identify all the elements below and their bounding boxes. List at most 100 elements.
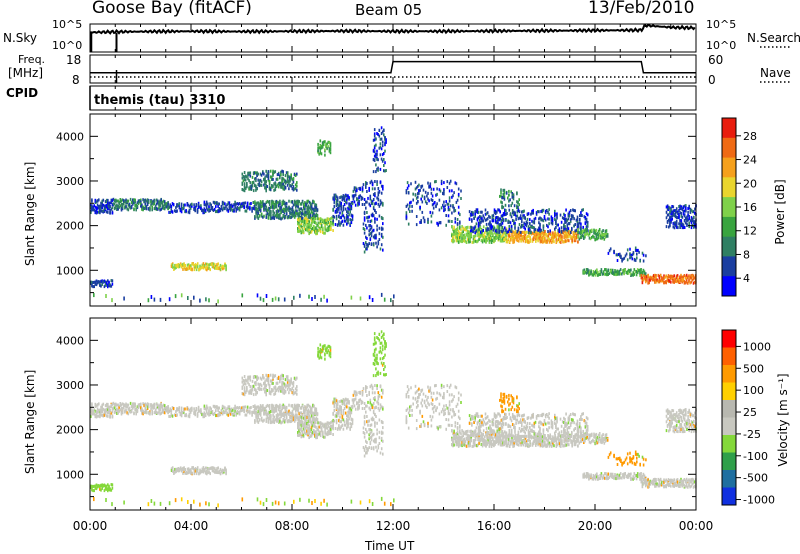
power-cell bbox=[448, 208, 451, 212]
power-cell bbox=[482, 234, 485, 237]
power-cell bbox=[119, 200, 122, 204]
power-cell bbox=[208, 205, 210, 209]
power-cell bbox=[280, 173, 282, 177]
power-cell bbox=[144, 206, 147, 210]
power-cell bbox=[452, 205, 454, 209]
velocity-cell bbox=[409, 405, 411, 409]
power-cell bbox=[447, 208, 450, 212]
power-cell bbox=[272, 201, 274, 205]
power-cell bbox=[293, 202, 296, 206]
power-cell bbox=[288, 209, 290, 212]
power-cell bbox=[324, 225, 326, 229]
velocity-cell bbox=[382, 439, 384, 443]
power-cell bbox=[310, 218, 313, 222]
velocity-cell bbox=[229, 409, 232, 413]
velocity-cell bbox=[359, 391, 361, 395]
velocity-cell bbox=[332, 418, 334, 422]
power-cell bbox=[308, 232, 310, 236]
power-cell bbox=[124, 205, 126, 209]
velocity-cell bbox=[307, 422, 309, 426]
power-cell bbox=[189, 206, 192, 210]
power-cell bbox=[474, 234, 477, 238]
power-cell bbox=[162, 204, 165, 208]
power-cell bbox=[246, 182, 248, 185]
power-cell bbox=[461, 225, 463, 229]
velocity-cell bbox=[385, 342, 387, 346]
power-cell bbox=[382, 203, 384, 207]
velocity-cell bbox=[94, 415, 97, 419]
velocity-cell bbox=[324, 435, 326, 439]
velocity-cell bbox=[121, 402, 124, 406]
power-cell bbox=[293, 172, 296, 176]
power-cell bbox=[202, 266, 205, 270]
power-cell bbox=[133, 198, 135, 202]
power-cell bbox=[332, 223, 334, 227]
velocity-cell bbox=[378, 430, 381, 434]
power-cell bbox=[455, 232, 458, 236]
velocity-cell bbox=[162, 403, 165, 407]
velocity-cell bbox=[382, 407, 384, 411]
power-cell bbox=[460, 228, 462, 232]
power-cell bbox=[310, 230, 313, 234]
velocity-cell bbox=[291, 416, 294, 420]
power-cell bbox=[366, 200, 368, 204]
velocity-cell bbox=[202, 415, 204, 419]
velocity-cell bbox=[332, 401, 334, 405]
velocity-cell bbox=[159, 403, 161, 407]
power-cell bbox=[370, 231, 373, 235]
velocity-cell bbox=[429, 389, 432, 393]
power-cell bbox=[211, 263, 214, 267]
velocity-cell bbox=[351, 398, 354, 402]
velocity-cell bbox=[256, 378, 258, 381]
velocity-cell bbox=[341, 423, 344, 427]
velocity-cell bbox=[313, 421, 315, 425]
velocity-cell bbox=[348, 409, 350, 413]
velocity-cell bbox=[283, 382, 286, 386]
velocity-cell bbox=[464, 432, 467, 436]
power-cell bbox=[135, 203, 137, 207]
velocity-cell bbox=[173, 472, 175, 475]
velocity-cell bbox=[117, 403, 119, 407]
power-cell bbox=[456, 228, 459, 232]
power-cell bbox=[251, 181, 254, 184]
velocity-cell bbox=[258, 386, 261, 390]
power-cell bbox=[490, 238, 493, 242]
velocity-cell bbox=[238, 410, 241, 414]
velocity-cell bbox=[477, 438, 479, 442]
velocity-cell bbox=[461, 441, 463, 445]
velocity-cell bbox=[423, 423, 426, 427]
velocity-cell bbox=[356, 402, 358, 406]
power-cell bbox=[181, 207, 184, 210]
power-cell bbox=[306, 225, 308, 229]
velocity-cell bbox=[326, 350, 328, 354]
velocity-cell bbox=[276, 413, 279, 417]
velocity-cell bbox=[460, 401, 462, 404]
velocity-cell bbox=[291, 413, 294, 417]
power-cell bbox=[228, 207, 231, 211]
power-cell bbox=[260, 183, 263, 187]
power-cell bbox=[283, 208, 286, 211]
velocity-cell bbox=[348, 401, 350, 405]
power-cell bbox=[340, 221, 342, 225]
power-cell bbox=[241, 188, 244, 191]
power-cell bbox=[443, 209, 445, 213]
power-cell bbox=[257, 216, 260, 220]
power-cell bbox=[313, 219, 315, 223]
power-cell bbox=[366, 226, 368, 230]
velocity-cell bbox=[481, 444, 484, 448]
power-cell bbox=[153, 199, 156, 203]
velocity-cell bbox=[369, 385, 372, 389]
power-cell bbox=[193, 264, 196, 267]
power-cell bbox=[105, 210, 108, 214]
power-cell bbox=[340, 207, 342, 211]
power-cell bbox=[411, 204, 413, 208]
power-cell bbox=[171, 263, 174, 267]
velocity-cell bbox=[124, 404, 126, 407]
velocity-cell bbox=[366, 450, 368, 454]
power-cell bbox=[95, 279, 98, 283]
power-cell bbox=[372, 235, 375, 239]
velocity-cell bbox=[298, 427, 300, 431]
velocity-cell bbox=[418, 395, 420, 399]
power-cell bbox=[354, 193, 357, 197]
power-cell bbox=[319, 217, 322, 221]
